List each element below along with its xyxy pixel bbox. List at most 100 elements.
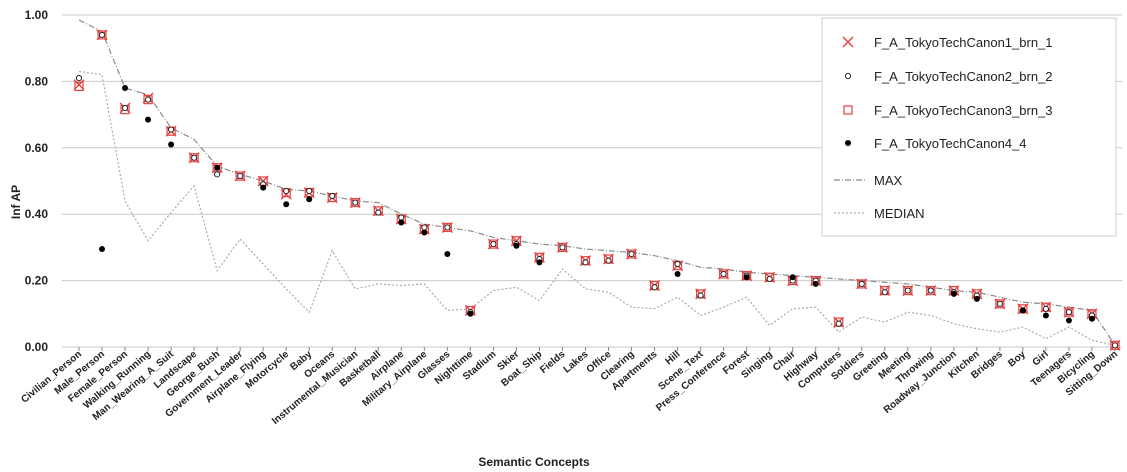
point-dot — [812, 280, 819, 287]
y-tick-label: 0.40 — [25, 207, 49, 221]
point-circle — [444, 224, 451, 231]
point-dot — [283, 201, 290, 208]
point-dot — [260, 184, 267, 191]
point-circle — [1042, 305, 1050, 312]
series-markers — [73, 29, 1121, 351]
point-dot — [99, 246, 106, 253]
point-circle — [375, 209, 382, 216]
y-tick-label: 0.60 — [25, 141, 49, 155]
point-x — [73, 79, 85, 91]
point-square — [626, 249, 637, 259]
point-square — [1110, 340, 1120, 350]
legend-label: F_A_TokyoTechCanon1_brn_1 — [874, 35, 1053, 50]
legend-item: F_A_TokyoTechCanon3_brn_3 — [843, 103, 1053, 118]
point-circle — [214, 171, 221, 178]
legend-label: MAX — [874, 173, 903, 188]
x-tick-label: Boy — [1006, 349, 1028, 370]
x-tick-label: Fields — [538, 349, 568, 376]
point-square — [488, 239, 498, 249]
point-square — [843, 105, 853, 115]
point-square — [719, 269, 729, 279]
point-circle — [306, 187, 313, 195]
point-dot — [168, 141, 175, 148]
point-square — [143, 95, 153, 105]
point-circle — [191, 154, 198, 161]
point-circle — [329, 192, 336, 200]
point-circle — [835, 320, 842, 327]
point-circle — [167, 126, 175, 133]
point-dot — [513, 242, 520, 249]
y-tick-label: 0.20 — [25, 274, 49, 288]
point-dot — [1088, 315, 1095, 322]
x-axis-title: Semantic Concepts — [478, 455, 590, 469]
y-tick-label: 0.80 — [25, 74, 49, 88]
point-dot — [214, 164, 221, 171]
legend-item: MAX — [834, 173, 903, 188]
point-circle — [121, 104, 129, 112]
point-dot — [1042, 312, 1049, 319]
point-circle — [844, 72, 852, 80]
point-square — [189, 153, 199, 163]
point-circle — [996, 300, 1003, 307]
point-circle — [559, 244, 566, 251]
y-axis-title: Inf AP — [9, 185, 23, 219]
point-x — [842, 36, 854, 48]
point-dot — [145, 116, 152, 123]
point-circle — [582, 259, 589, 266]
point-dot — [743, 274, 750, 281]
point-square — [995, 299, 1005, 309]
point-circle — [605, 257, 612, 264]
point-circle — [352, 199, 359, 206]
y-tick-label: 1.00 — [25, 8, 49, 22]
point-circle — [904, 287, 911, 294]
point-dot — [467, 310, 474, 317]
point-x — [280, 188, 292, 200]
point-circle — [1111, 342, 1119, 349]
point-circle — [674, 260, 681, 268]
point-circle — [1065, 309, 1073, 316]
y-tick-label: 0.00 — [25, 340, 49, 354]
point-circle — [651, 284, 658, 291]
point-square — [350, 197, 360, 208]
point-square — [442, 222, 452, 233]
point-dot — [421, 229, 428, 236]
x-tick-label: Lakes — [562, 349, 591, 376]
point-circle — [75, 74, 83, 82]
point-circle — [927, 287, 934, 294]
point-dot — [536, 259, 543, 266]
point-square — [903, 285, 913, 296]
point-dot — [973, 295, 980, 302]
point-x — [510, 235, 522, 247]
legend: F_A_TokyoTechCanon1_brn_1 F_A_TokyoTechCa… — [821, 17, 1117, 237]
point-dot — [845, 140, 851, 146]
point-square — [1064, 307, 1074, 317]
y-axis-ticks: 0.00 0.20 0.40 0.60 0.80 1.00 — [25, 8, 49, 354]
point-square — [97, 30, 107, 40]
point-circle — [858, 280, 865, 288]
point-dot — [789, 274, 796, 281]
point-circle — [766, 275, 773, 283]
legend-item: MEDIAN — [834, 206, 925, 221]
point-dot — [444, 251, 451, 258]
point-square — [557, 242, 568, 252]
point-circle — [720, 270, 727, 278]
point-circle — [421, 224, 428, 231]
point-x — [257, 175, 269, 187]
legend-item: F_A_TokyoTechCanon4_4 — [845, 136, 1027, 151]
point-square — [857, 279, 867, 289]
point-circle — [628, 250, 635, 258]
legend-item: F_A_TokyoTechCanon2_brn_2 — [844, 69, 1053, 84]
point-circle — [697, 292, 704, 299]
point-circle — [490, 240, 497, 248]
point-dot — [1019, 307, 1026, 314]
point-dot — [122, 85, 129, 92]
point-square — [926, 285, 936, 296]
gridlines — [62, 14, 1122, 348]
legend-box — [821, 17, 1117, 237]
point-circle — [398, 214, 405, 221]
point-dot — [950, 290, 957, 297]
point-dot — [674, 270, 681, 277]
point-circle — [98, 31, 106, 39]
legend-label: F_A_TokyoTechCanon3_brn_3 — [874, 103, 1053, 118]
